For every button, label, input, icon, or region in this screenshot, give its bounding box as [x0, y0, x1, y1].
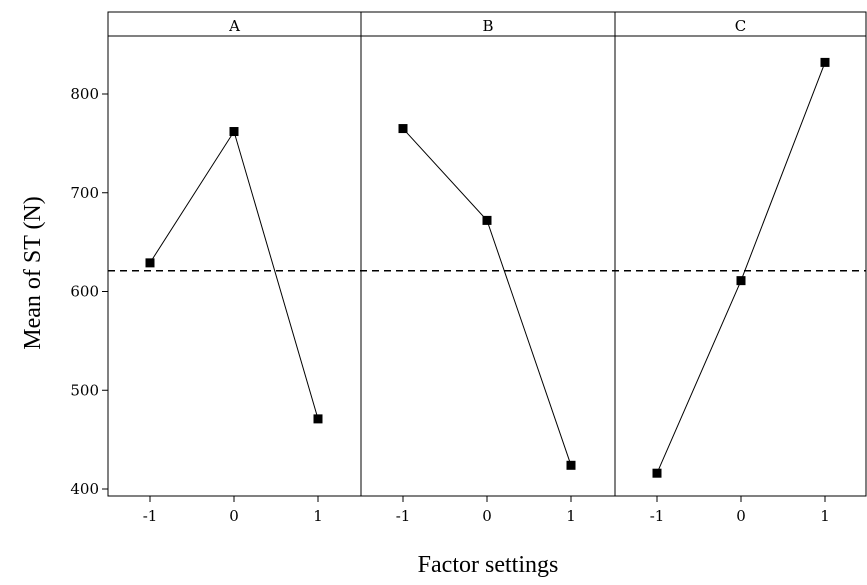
series-layer: [145, 57, 830, 478]
panel-title-b: B: [482, 17, 493, 35]
plot-frame: [107, 11, 867, 497]
series-line-c: [656, 62, 826, 474]
x-tick-label: 1: [820, 507, 830, 525]
x-tick-label: 0: [229, 507, 239, 525]
series-line-a: [149, 130, 319, 420]
axes-layer: 400 500 600 700 800 A -1 0 1 B -1 0 1 C -1 0 1: [70, 17, 829, 525]
data-point-b: [566, 460, 576, 470]
x-tick-label: 1: [566, 507, 576, 525]
data-point-b: [398, 124, 408, 134]
data-point-b: [482, 215, 492, 225]
x-tick-label: -1: [396, 507, 411, 525]
x-axis-title: Factor settings: [418, 552, 559, 578]
y-tick-label: 700: [70, 184, 99, 202]
data-point-a: [313, 414, 323, 424]
data-point-c: [652, 468, 662, 478]
panel-title-c: C: [735, 17, 746, 35]
data-point-a: [145, 258, 155, 268]
y-tick-label: 500: [70, 381, 99, 399]
y-tick-label: 800: [70, 85, 99, 103]
panel-title-a: A: [228, 17, 240, 35]
x-tick-label: 1: [313, 507, 323, 525]
data-point-c: [820, 57, 830, 67]
x-tick-label: -1: [650, 507, 665, 525]
plot-frames: [107, 11, 867, 497]
x-tick-label: 0: [482, 507, 492, 525]
x-tick-label: 0: [736, 507, 746, 525]
y-tick-label: 400: [70, 480, 99, 498]
y-axis-title: Mean of ST (N): [20, 196, 46, 350]
x-tick-label: -1: [143, 507, 158, 525]
data-point-c: [736, 276, 746, 286]
series-line-b: [402, 128, 572, 466]
y-tick-label: 600: [70, 283, 99, 301]
data-point-a: [229, 127, 239, 137]
